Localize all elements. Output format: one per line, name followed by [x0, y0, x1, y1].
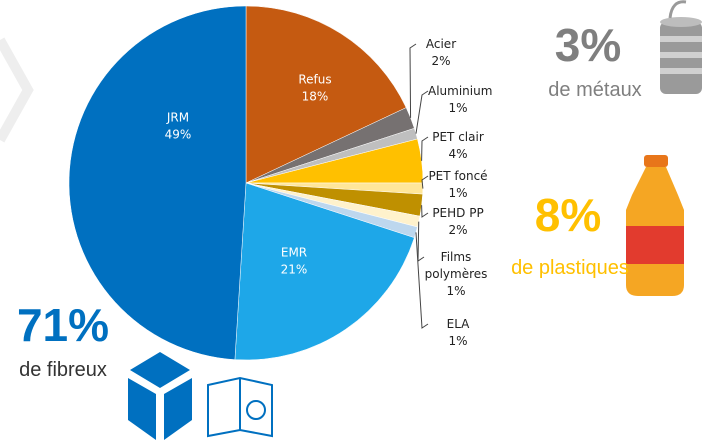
box-icon	[128, 352, 192, 440]
slice-label: JRM	[166, 111, 189, 125]
pie-slice	[245, 5, 407, 184]
plastic-text: de plastiques	[511, 257, 629, 279]
slice-label: EMR	[281, 246, 307, 260]
leader-line	[421, 136, 429, 161]
slice-label: Refus	[298, 73, 331, 87]
leader-line	[421, 175, 429, 189]
slice-value-label: 4%	[448, 147, 468, 161]
leader-line	[409, 43, 417, 118]
slice-label: PET clair	[432, 130, 484, 144]
metal-text: de métaux	[548, 79, 642, 101]
slice-value-label: 49%	[165, 128, 192, 142]
slice-callout: Films polymères 1%	[424, 249, 488, 300]
slice-callout: ELA 1%	[428, 316, 488, 350]
leader-line	[415, 232, 429, 329]
slice-value-label: 18%	[302, 90, 329, 104]
pie-slice	[234, 182, 415, 361]
slice-value-label: 21%	[281, 263, 308, 277]
leader-line	[415, 90, 429, 134]
decor-chevron	[0, 37, 34, 143]
slice-value-label: 2%	[448, 223, 468, 237]
fiber-text: de fibreux	[19, 359, 107, 381]
metal-percent: 3%	[554, 19, 622, 71]
slice-label: PET foncé	[428, 169, 488, 183]
plastic-percent: 8%	[534, 189, 602, 241]
slice-callout: Acier 2%	[416, 36, 466, 70]
slice-callout: PEHD PP 2%	[428, 205, 488, 239]
slice-value-label: 2%	[431, 54, 451, 68]
slice-label: Aluminium	[428, 84, 493, 98]
slice-label: Films polymères	[424, 250, 488, 281]
slice-callout: PET clair 4%	[428, 129, 488, 163]
slice-callout: PET foncé 1%	[428, 168, 488, 202]
slice-label: ELA	[446, 317, 470, 331]
slice-label: Acier	[425, 37, 457, 51]
book-icon	[207, 376, 273, 438]
slice-value-label: 1%	[448, 334, 468, 348]
can-icon	[660, 0, 702, 94]
bottle-icon	[626, 155, 684, 296]
pie-slice	[68, 5, 247, 360]
slice-label: PEHD PP	[432, 206, 484, 220]
leader-line	[421, 205, 429, 218]
slice-callout: Aluminium 1%	[428, 83, 493, 117]
slice-value-label: 1%	[448, 101, 468, 115]
fiber-percent: 71%	[16, 299, 110, 351]
slice-value-label: 1%	[448, 186, 468, 200]
slice-value-label: 1%	[446, 284, 466, 298]
